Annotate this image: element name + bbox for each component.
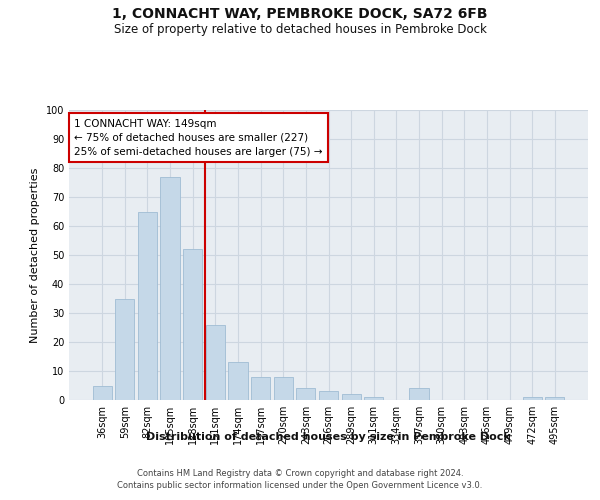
Bar [274,377,293,400]
Bar [296,388,316,400]
Bar [545,397,565,400]
Y-axis label: Number of detached properties: Number of detached properties [30,168,40,342]
Text: 1, CONNACHT WAY, PEMBROKE DOCK, SA72 6FB: 1, CONNACHT WAY, PEMBROKE DOCK, SA72 6FB [112,8,488,22]
Text: Size of property relative to detached houses in Pembroke Dock: Size of property relative to detached ho… [113,22,487,36]
Bar [319,392,338,400]
Bar [364,397,383,400]
Bar [160,176,180,400]
Bar [341,394,361,400]
Text: Contains public sector information licensed under the Open Government Licence v3: Contains public sector information licen… [118,481,482,490]
Text: Contains HM Land Registry data © Crown copyright and database right 2024.: Contains HM Land Registry data © Crown c… [137,468,463,477]
Bar [409,388,428,400]
Bar [115,298,134,400]
Bar [138,212,157,400]
Bar [229,362,248,400]
Text: 1 CONNACHT WAY: 149sqm
← 75% of detached houses are smaller (227)
25% of semi-de: 1 CONNACHT WAY: 149sqm ← 75% of detached… [74,118,323,156]
Bar [206,324,225,400]
Bar [92,386,112,400]
Bar [523,397,542,400]
Bar [251,377,270,400]
Text: Distribution of detached houses by size in Pembroke Dock: Distribution of detached houses by size … [146,432,511,442]
Bar [183,249,202,400]
